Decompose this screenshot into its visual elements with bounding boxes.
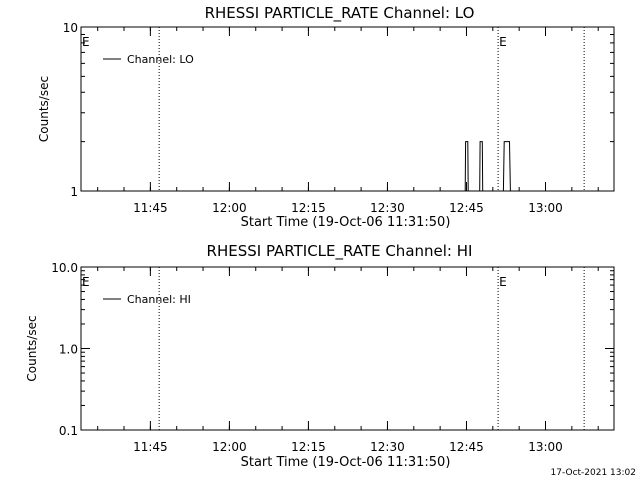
x-tick-label: 12:00 (212, 201, 247, 215)
x-tick-label: 12:15 (291, 440, 326, 454)
y-tick-label: 10.0 (51, 261, 78, 275)
y-tick-label: 10 (63, 21, 78, 35)
generation-timestamp: 17-Oct-2021 13:02 (551, 468, 636, 478)
x-tick-label: 11:45 (133, 440, 168, 454)
chart-panel-lo: RHESSI PARTICLE_RATE Channel: LO 1 10 Count… (37, 4, 615, 230)
x-tick-label: 11:45 (133, 201, 168, 215)
x-axis-label: Start Time (19-Oct-06 11:31:50) (241, 215, 451, 230)
event-line-label: E (499, 275, 507, 289)
y-tick-label: 0.1 (59, 424, 78, 438)
series-line (464, 141, 511, 192)
x-tick-label: 12:45 (449, 440, 484, 454)
chart-panel-hi: RHESSI PARTICLE_RATE Channel: HI 0.1 1.0 10… (25, 242, 615, 470)
chart-title: RHESSI PARTICLE_RATE Channel: LO (205, 4, 475, 23)
x-axis-label: Start Time (19-Oct-06 11:31:50) (241, 455, 451, 470)
event-line-label: E (499, 35, 507, 49)
x-tick-label: 13:00 (528, 201, 563, 215)
legend-label: Channel: LO (127, 53, 194, 66)
y-tick-label: 1.0 (59, 343, 78, 357)
plot-frame (80, 266, 615, 431)
x-tick-label: 12:00 (212, 440, 247, 454)
x-tick-label: 12:30 (370, 440, 405, 454)
y-tick-label: 1 (70, 185, 78, 199)
x-tick-label: 12:15 (291, 201, 326, 215)
x-tick-label: 12:30 (370, 201, 405, 215)
y-axis-label: Counts/sec (25, 315, 39, 381)
chart-title: RHESSI PARTICLE_RATE Channel: HI (207, 242, 473, 261)
x-tick-label: 13:00 (528, 440, 563, 454)
x-tick-label: 12:45 (449, 201, 484, 215)
corner-marker-label: E (82, 35, 90, 49)
y-axis-label: Counts/sec (37, 76, 51, 142)
corner-marker-label: E (82, 275, 90, 289)
plot-frame (80, 26, 615, 192)
legend-label: Channel: HI (127, 293, 191, 306)
